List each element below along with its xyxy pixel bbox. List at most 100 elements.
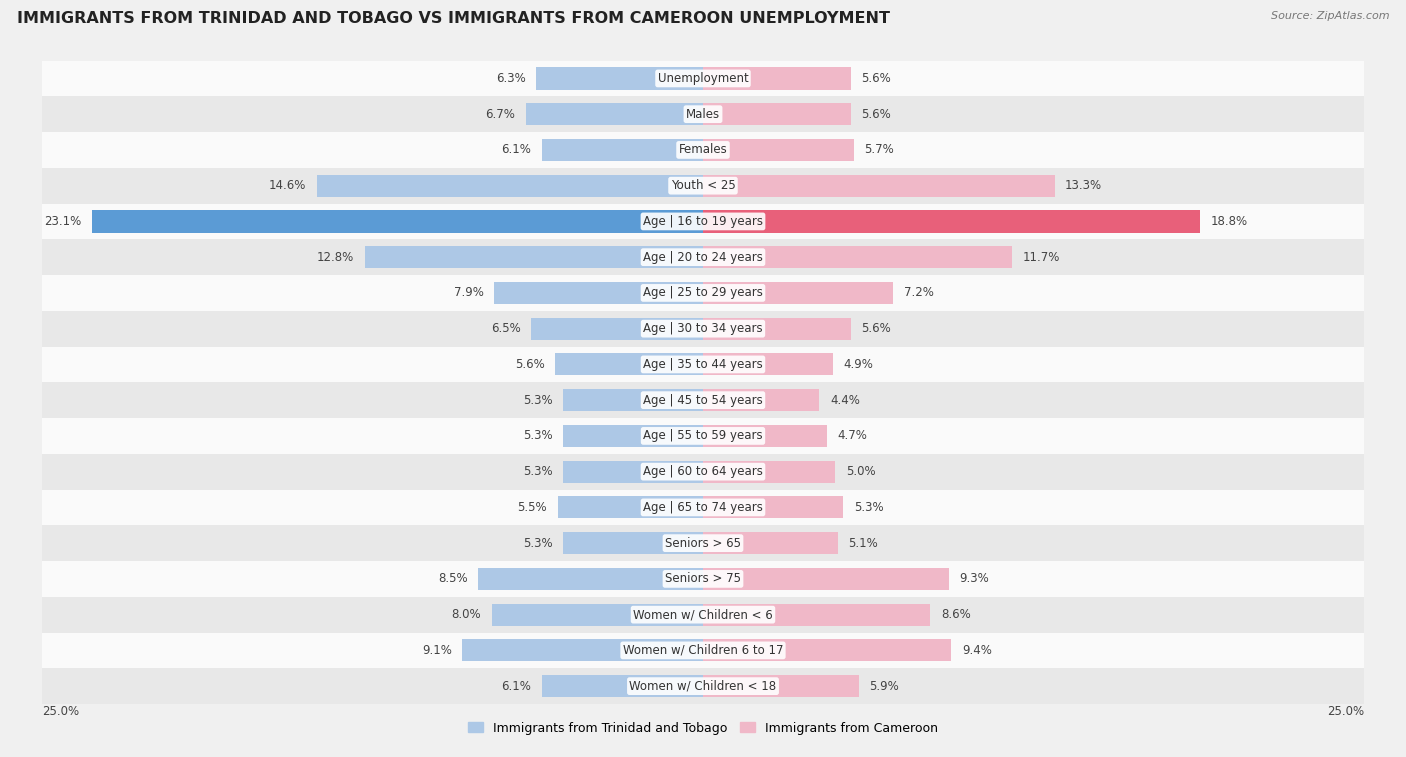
Text: Age | 35 to 44 years: Age | 35 to 44 years [643, 358, 763, 371]
Bar [531, 318, 703, 340]
Text: 9.4%: 9.4% [962, 644, 991, 657]
Bar [42, 382, 1364, 418]
Bar [703, 67, 851, 89]
Text: 5.3%: 5.3% [523, 537, 553, 550]
Text: 13.3%: 13.3% [1066, 179, 1102, 192]
Text: 5.1%: 5.1% [848, 537, 879, 550]
Bar [42, 132, 1364, 168]
Text: 5.9%: 5.9% [869, 680, 900, 693]
Text: Females: Females [679, 143, 727, 157]
Text: Seniors > 75: Seniors > 75 [665, 572, 741, 585]
Text: 6.5%: 6.5% [491, 322, 520, 335]
Bar [703, 318, 851, 340]
Bar [42, 61, 1364, 96]
Bar [537, 67, 703, 89]
Text: Source: ZipAtlas.com: Source: ZipAtlas.com [1271, 11, 1389, 21]
Bar [703, 497, 844, 519]
Text: 6.1%: 6.1% [502, 143, 531, 157]
Bar [526, 103, 703, 125]
Bar [494, 282, 703, 304]
Bar [463, 640, 703, 662]
Bar [562, 425, 703, 447]
Text: Age | 16 to 19 years: Age | 16 to 19 years [643, 215, 763, 228]
Bar [703, 246, 1012, 268]
Bar [703, 640, 952, 662]
Bar [703, 354, 832, 375]
Bar [541, 675, 703, 697]
Bar [364, 246, 703, 268]
Text: 25.0%: 25.0% [42, 705, 79, 718]
Bar [703, 139, 853, 161]
Text: Women w/ Children < 18: Women w/ Children < 18 [630, 680, 776, 693]
Text: 5.5%: 5.5% [517, 501, 547, 514]
Text: Age | 65 to 74 years: Age | 65 to 74 years [643, 501, 763, 514]
Text: 5.7%: 5.7% [865, 143, 894, 157]
Text: 6.7%: 6.7% [485, 107, 516, 120]
Bar [42, 453, 1364, 490]
Bar [562, 389, 703, 411]
Bar [93, 210, 703, 232]
Bar [42, 239, 1364, 275]
Text: Age | 60 to 64 years: Age | 60 to 64 years [643, 465, 763, 478]
Text: 5.0%: 5.0% [846, 465, 876, 478]
Text: 8.6%: 8.6% [941, 608, 970, 621]
Text: 7.9%: 7.9% [454, 286, 484, 300]
Bar [562, 532, 703, 554]
Text: 7.2%: 7.2% [904, 286, 934, 300]
Bar [703, 175, 1054, 197]
Bar [703, 210, 1199, 232]
Bar [42, 633, 1364, 668]
Bar [703, 282, 893, 304]
Text: 11.7%: 11.7% [1022, 251, 1060, 263]
Bar [42, 418, 1364, 453]
Bar [558, 497, 703, 519]
Bar [42, 597, 1364, 633]
Text: 5.3%: 5.3% [523, 394, 553, 407]
Bar [42, 204, 1364, 239]
Text: 25.0%: 25.0% [1327, 705, 1364, 718]
Text: 6.3%: 6.3% [496, 72, 526, 85]
Bar [562, 460, 703, 483]
Bar [555, 354, 703, 375]
Text: 5.3%: 5.3% [523, 429, 553, 442]
Bar [42, 311, 1364, 347]
Text: 5.3%: 5.3% [853, 501, 883, 514]
Text: 4.4%: 4.4% [830, 394, 859, 407]
Bar [703, 389, 820, 411]
Bar [703, 603, 931, 626]
Legend: Immigrants from Trinidad and Tobago, Immigrants from Cameroon: Immigrants from Trinidad and Tobago, Imm… [463, 717, 943, 740]
Text: 5.3%: 5.3% [523, 465, 553, 478]
Bar [703, 532, 838, 554]
Text: 12.8%: 12.8% [316, 251, 354, 263]
Bar [703, 103, 851, 125]
Text: 5.6%: 5.6% [862, 107, 891, 120]
Bar [318, 175, 703, 197]
Text: Age | 25 to 29 years: Age | 25 to 29 years [643, 286, 763, 300]
Text: 9.1%: 9.1% [422, 644, 451, 657]
Bar [492, 603, 703, 626]
Text: 6.1%: 6.1% [502, 680, 531, 693]
Text: Seniors > 65: Seniors > 65 [665, 537, 741, 550]
Text: 18.8%: 18.8% [1211, 215, 1247, 228]
Bar [42, 668, 1364, 704]
Text: 5.6%: 5.6% [862, 322, 891, 335]
Text: 9.3%: 9.3% [959, 572, 990, 585]
Bar [42, 168, 1364, 204]
Bar [703, 460, 835, 483]
Text: 5.6%: 5.6% [862, 72, 891, 85]
Text: Age | 55 to 59 years: Age | 55 to 59 years [643, 429, 763, 442]
Bar [42, 347, 1364, 382]
Text: Women w/ Children 6 to 17: Women w/ Children 6 to 17 [623, 644, 783, 657]
Text: Age | 20 to 24 years: Age | 20 to 24 years [643, 251, 763, 263]
Text: 4.9%: 4.9% [844, 358, 873, 371]
Text: Age | 45 to 54 years: Age | 45 to 54 years [643, 394, 763, 407]
Text: Women w/ Children < 6: Women w/ Children < 6 [633, 608, 773, 621]
Text: Males: Males [686, 107, 720, 120]
Text: 4.7%: 4.7% [838, 429, 868, 442]
Bar [703, 675, 859, 697]
Bar [703, 425, 827, 447]
Text: 23.1%: 23.1% [45, 215, 82, 228]
Text: 8.0%: 8.0% [451, 608, 481, 621]
Text: 14.6%: 14.6% [269, 179, 307, 192]
Text: 5.6%: 5.6% [515, 358, 544, 371]
